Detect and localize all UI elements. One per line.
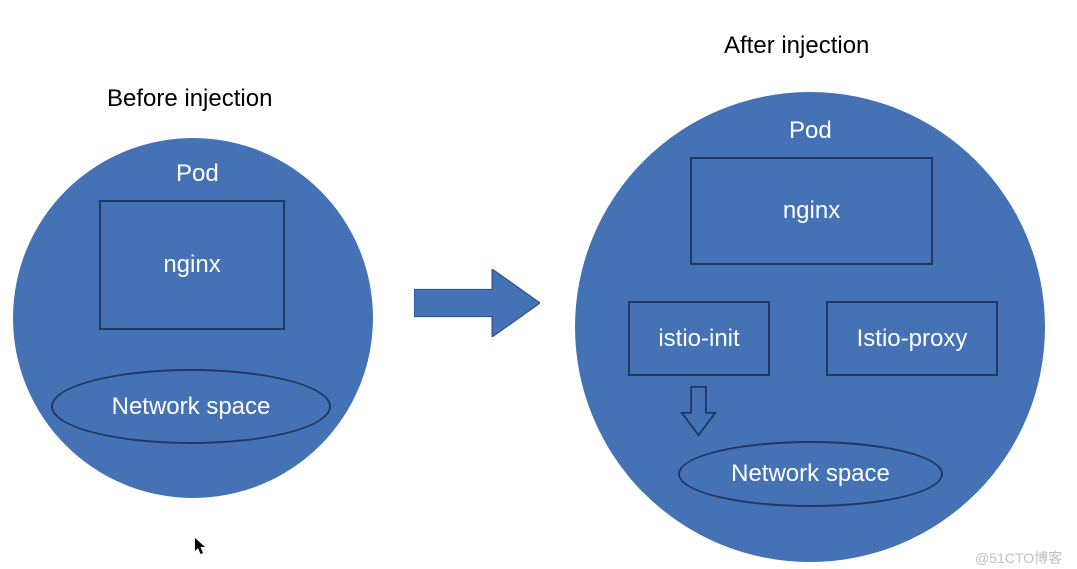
- before-network-space-ellipse: Network space: [51, 369, 331, 444]
- after-network-space-label: Network space: [731, 460, 890, 488]
- after-nginx-label: nginx: [783, 197, 840, 225]
- watermark-text: @51CTO博客: [975, 548, 1062, 568]
- before-injection-title: Before injection: [107, 85, 272, 113]
- istio-init-label: istio-init: [658, 325, 739, 353]
- after-injection-title: After injection: [724, 32, 869, 60]
- before-pod-label: Pod: [176, 160, 219, 188]
- after-nginx-box: nginx: [690, 157, 933, 265]
- istio-proxy-box: Istio-proxy: [826, 301, 998, 376]
- istio-init-down-arrow-icon: [680, 385, 717, 437]
- after-pod-label: Pod: [789, 117, 832, 145]
- istio-proxy-label: Istio-proxy: [857, 325, 968, 353]
- transition-arrow-icon: [414, 269, 540, 337]
- before-nginx-box: nginx: [99, 200, 285, 330]
- before-nginx-label: nginx: [163, 251, 220, 279]
- after-network-space-ellipse: Network space: [678, 441, 943, 507]
- istio-init-box: istio-init: [628, 301, 770, 376]
- mouse-cursor-icon: [195, 538, 207, 560]
- before-network-space-label: Network space: [112, 393, 271, 421]
